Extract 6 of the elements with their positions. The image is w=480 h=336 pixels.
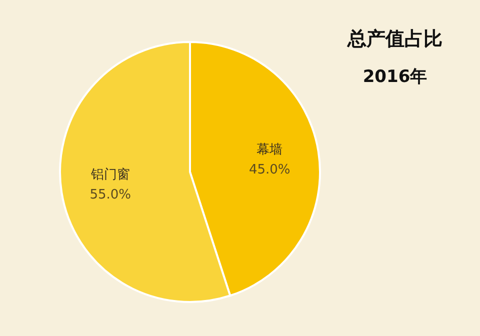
text: 总产值占比 xyxy=(346,28,442,50)
slice-label: 铝门窗 xyxy=(90,166,130,183)
slice-label: 幕墙 xyxy=(256,142,283,158)
text: 2016年 xyxy=(362,67,428,87)
data-label: 45.0% xyxy=(248,162,290,178)
data-label: 55.0% xyxy=(90,188,132,203)
